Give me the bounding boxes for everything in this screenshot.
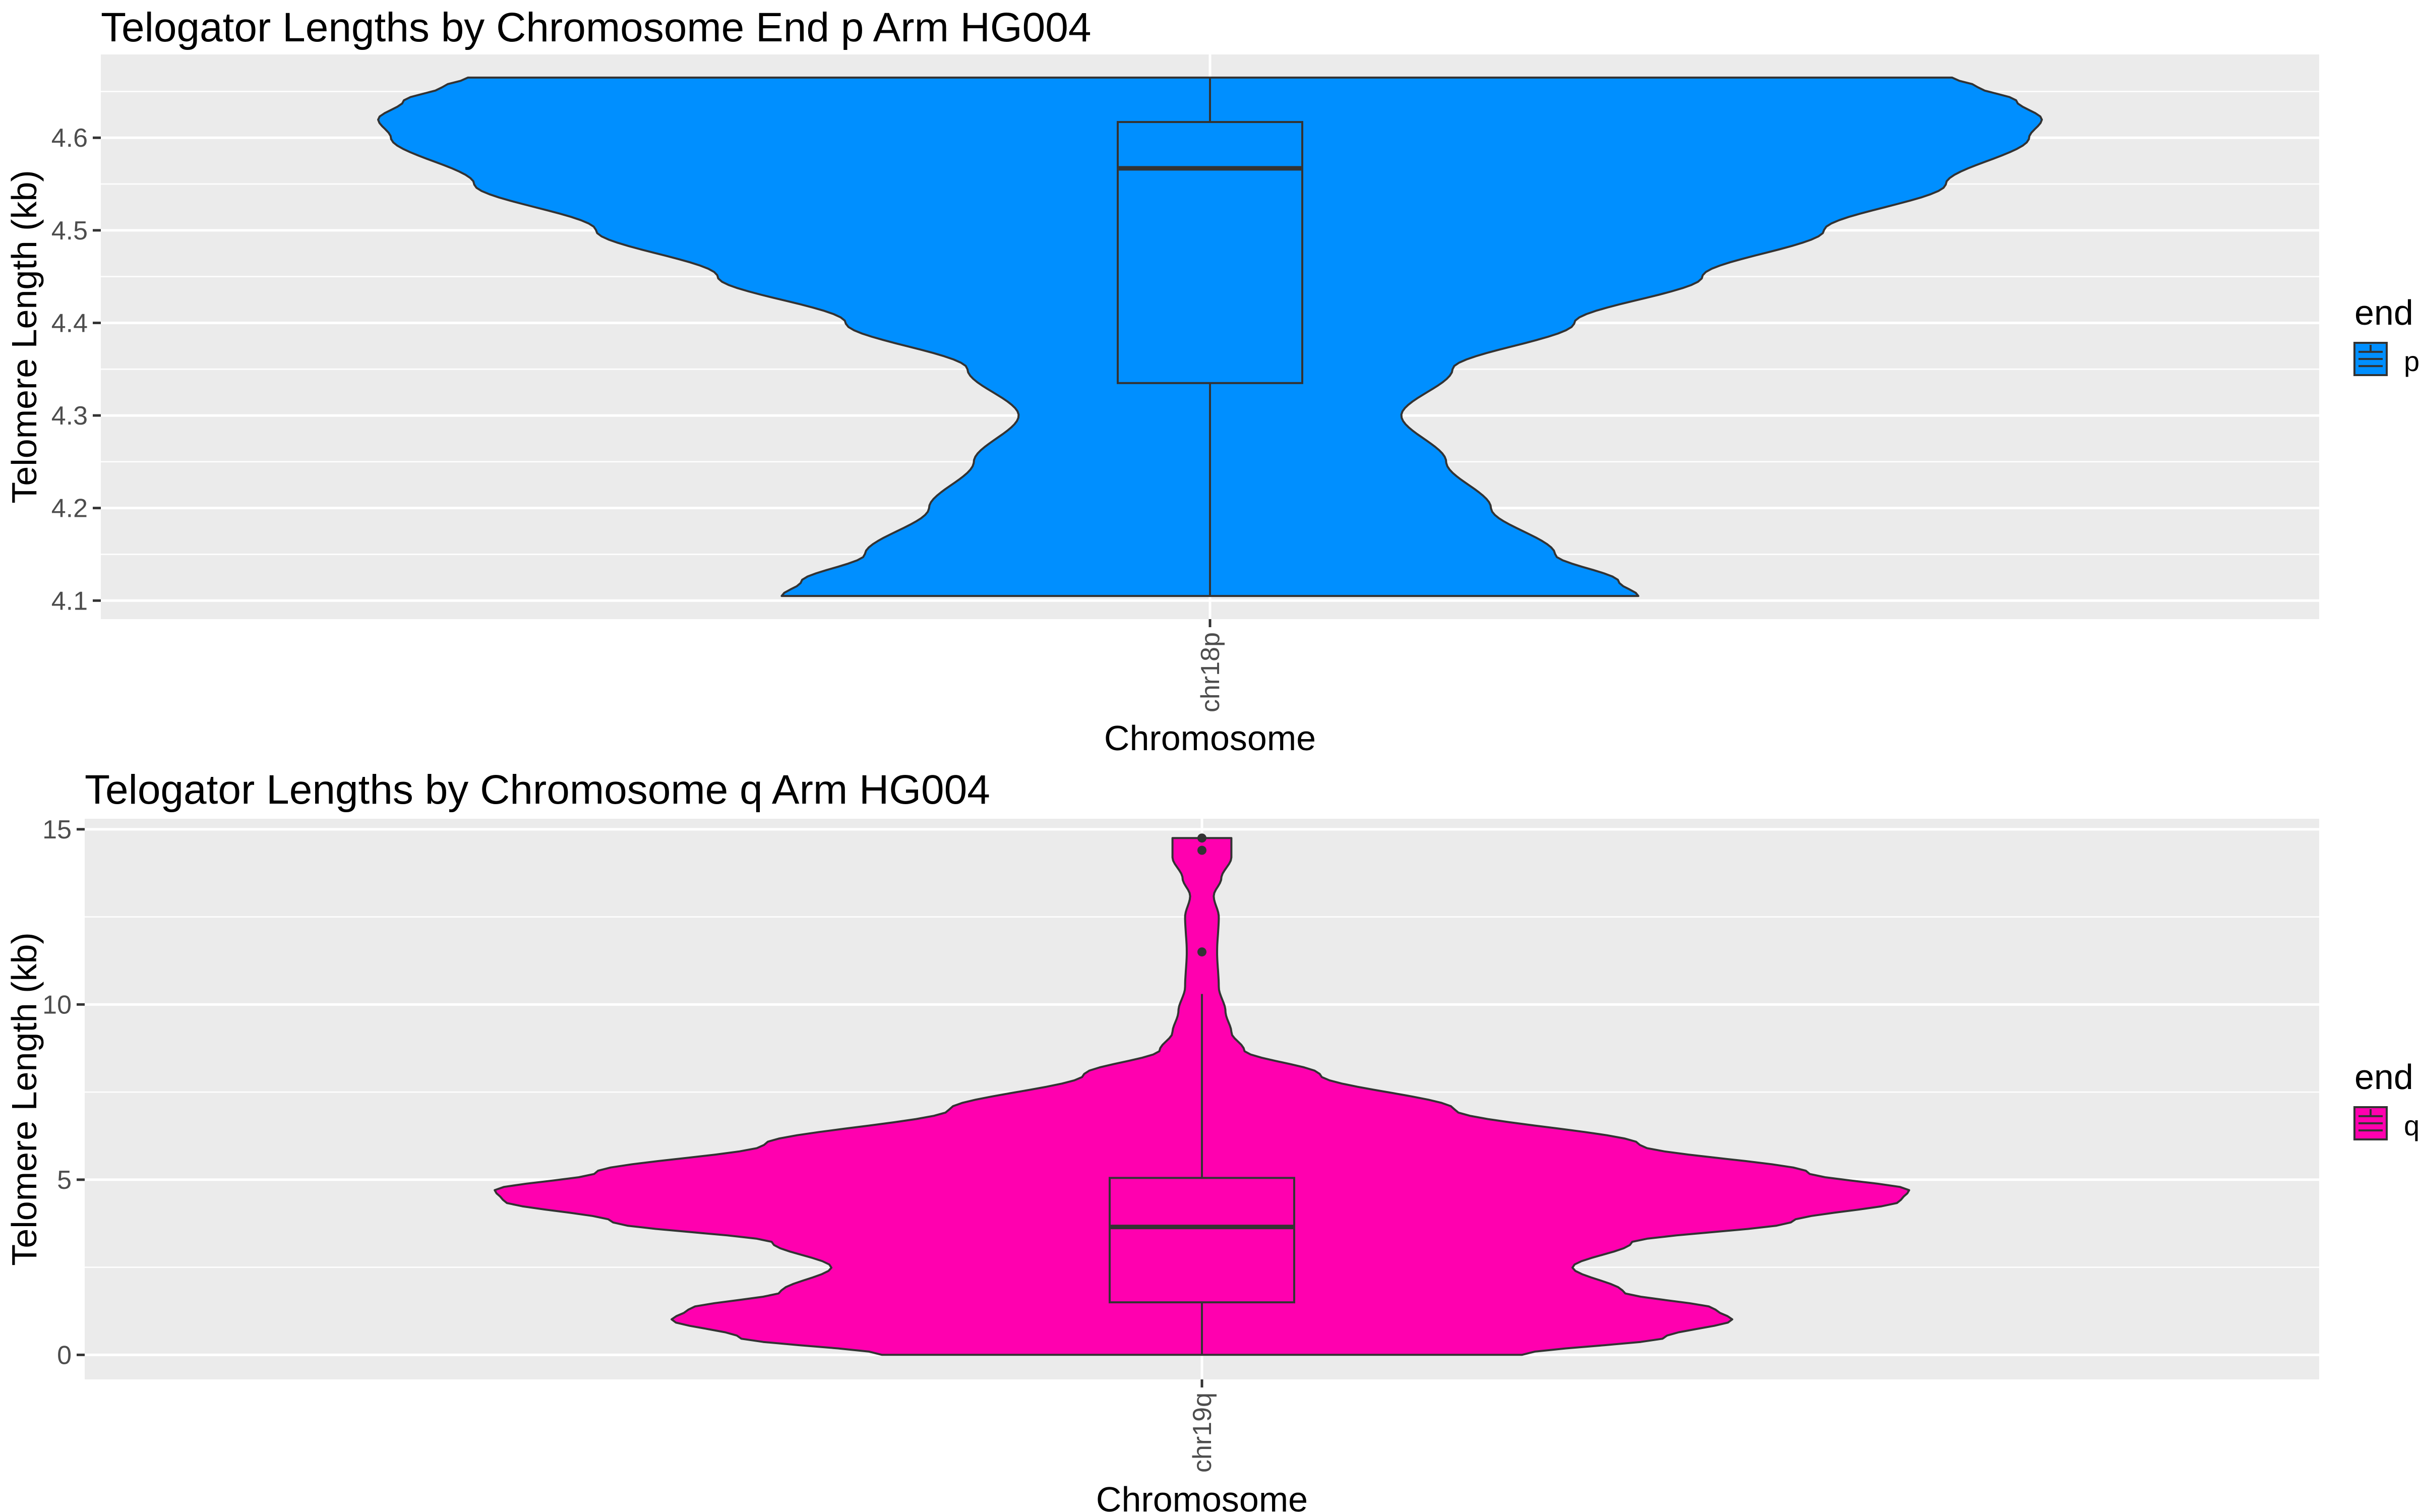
x-axis-q: chr19q xyxy=(1188,1379,1217,1473)
chart-title-q: Telogator Lengths by Chromosome q Arm HG… xyxy=(85,767,990,813)
box-iqr-p xyxy=(1117,121,1303,384)
x-axis-p: chr18p xyxy=(1196,619,1225,712)
legend-label-q: q xyxy=(2404,1110,2419,1141)
chart-panel-q-arm: Telogator Lengths by Chromosome q Arm HG… xyxy=(5,767,2419,1512)
y-axis-title-q: Telomere Length (kb) xyxy=(5,932,44,1265)
x-tick-label-q: chr19q xyxy=(1188,1393,1217,1473)
y-tick-label-q: 5 xyxy=(57,1166,72,1195)
outlier-point-q xyxy=(1197,947,1206,957)
y-tick-label-q: 10 xyxy=(42,990,72,1019)
y-tick-label-p: 4.5 xyxy=(51,216,88,246)
outlier-point-q xyxy=(1197,833,1206,843)
x-axis-title-p: Chromosome xyxy=(1104,718,1316,758)
y-tick-label-p: 4.6 xyxy=(51,124,88,153)
legend-key-q xyxy=(2353,1106,2388,1140)
legend-title-p: end xyxy=(2354,293,2413,332)
y-tick-label-p: 4.1 xyxy=(51,586,88,616)
legend-label-p: p xyxy=(2404,345,2419,377)
x-tick-label-p: chr18p xyxy=(1196,632,1225,712)
legend-q: end q xyxy=(2353,1057,2419,1141)
y-tick-label-q: 15 xyxy=(42,815,72,844)
chart-panel-p-arm: Telogator Lengths by Chromosome End p Ar… xyxy=(5,5,2419,758)
y-axis-title-p: Telomere Length (kb) xyxy=(5,170,44,503)
y-tick-label-p: 4.4 xyxy=(51,309,88,338)
boxplot-layer-p xyxy=(1117,77,1303,596)
boxplot-layer-q xyxy=(1109,833,1295,1355)
box-iqr-q xyxy=(1109,1177,1295,1304)
legend-p: end p xyxy=(2353,293,2419,377)
legend-key-p xyxy=(2353,342,2388,376)
chart-title-p: Telogator Lengths by Chromosome End p Ar… xyxy=(101,5,1091,50)
y-axis-q: 0 5 10 15 xyxy=(42,815,85,1370)
y-tick-label-p: 4.2 xyxy=(51,494,88,523)
legend-title-q: end xyxy=(2354,1057,2413,1097)
y-tick-label-p: 4.3 xyxy=(51,401,88,431)
x-axis-title-q: Chromosome xyxy=(1096,1480,1308,1512)
y-axis-p: 4.1 4.2 4.3 4.4 4.5 4.6 xyxy=(51,124,101,616)
outlier-point-q xyxy=(1197,845,1206,855)
y-tick-label-q: 0 xyxy=(57,1341,72,1370)
